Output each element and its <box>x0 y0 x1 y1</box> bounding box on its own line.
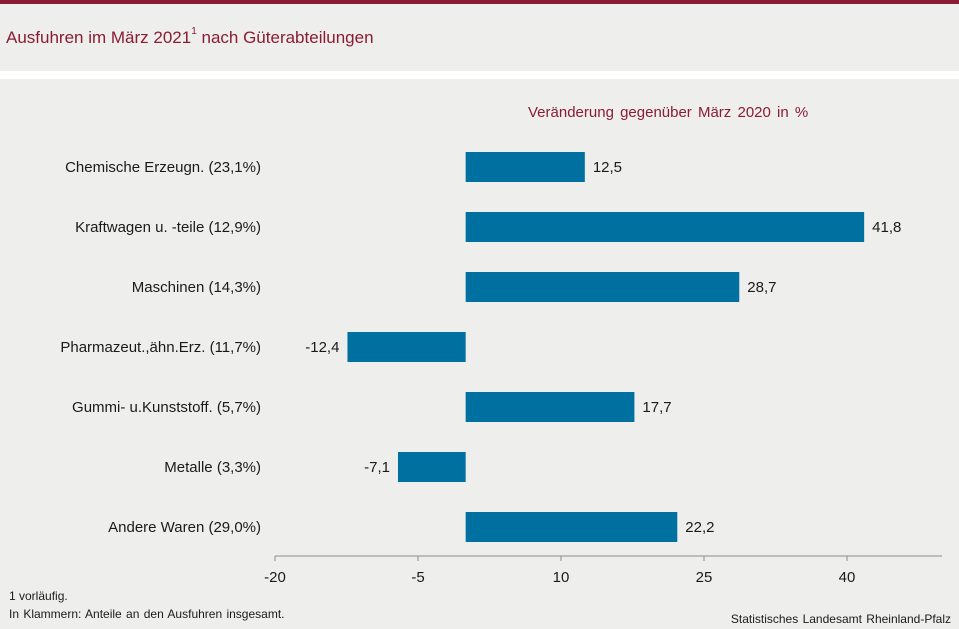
shares-note: In Klammern: Anteile an den Ausfuhren in… <box>9 607 285 621</box>
source-credit: Statistisches Landesamt Rheinland-Pfalz <box>730 612 951 626</box>
data-label: 17,7 <box>642 399 671 416</box>
bar <box>465 152 585 182</box>
bar <box>465 272 740 302</box>
top-accent-bar <box>0 0 959 4</box>
x-tick-label: 25 <box>696 569 713 586</box>
category-label: Metalle (3,3%) <box>164 459 261 476</box>
bar <box>465 392 635 422</box>
category-label: Maschinen (14,3%) <box>132 279 261 296</box>
bar <box>465 212 865 242</box>
category-label: Pharmazeut.,ähn.Erz. (11,7%) <box>60 339 261 356</box>
data-label: 22,2 <box>685 519 714 536</box>
category-label: Andere Waren (29,0%) <box>108 519 261 536</box>
page-title: Ausfuhren im März 20211 nach Güterabteil… <box>6 26 374 48</box>
title-text: Ausfuhren im März 2021 <box>6 28 192 47</box>
data-label: 28,7 <box>747 279 776 296</box>
data-label: 41,8 <box>872 219 901 236</box>
data-label: 12,5 <box>593 159 622 176</box>
bar <box>465 512 678 542</box>
bar <box>347 332 466 362</box>
x-tick-label: 10 <box>553 569 570 586</box>
title-footnote-marker: 1 <box>191 26 197 37</box>
data-label: -12,4 <box>305 339 339 356</box>
data-label: -7,1 <box>364 459 390 476</box>
x-tick-label: -20 <box>264 569 286 586</box>
category-label: Chemische Erzeugn. (23,1%) <box>65 159 261 176</box>
x-tick-label: -5 <box>411 569 424 586</box>
header-separator <box>0 71 959 79</box>
title-suffix: nach Güterabteilungen <box>201 28 374 47</box>
x-tick-label: 40 <box>839 569 856 586</box>
category-label: Kraftwagen u. -teile (12,9%) <box>75 219 261 236</box>
footnote: 1 vorläufig. <box>9 589 68 603</box>
category-label: Gummi- u.Kunststoff. (5,7%) <box>72 399 261 416</box>
chart-title: Veränderung gegenüber März 2020 in % <box>528 104 809 121</box>
bar <box>397 452 466 482</box>
